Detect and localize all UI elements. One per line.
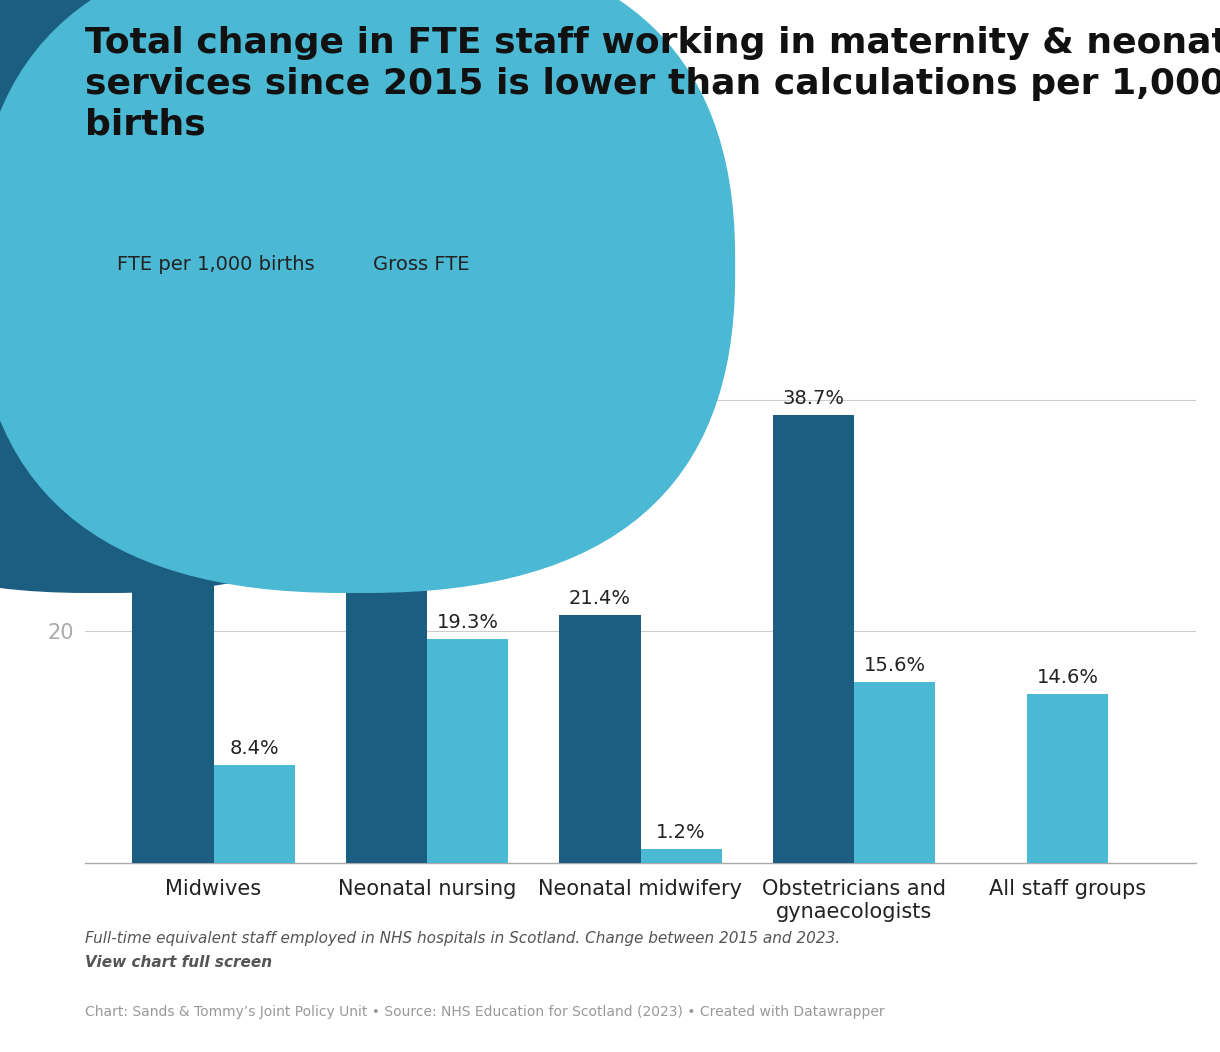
Bar [773, 414, 854, 863]
Text: FTE per 1,000 births: FTE per 1,000 births [117, 255, 315, 274]
Text: Gross FTE: Gross FTE [373, 255, 470, 274]
Text: Full-time equivalent staff employed in NHS hospitals in Scotland. Change between: Full-time equivalent staff employed in N… [85, 931, 841, 946]
Bar [346, 364, 427, 863]
Text: 43.1%: 43.1% [355, 338, 417, 357]
Bar [427, 640, 508, 863]
Bar [640, 849, 722, 863]
Bar [854, 682, 935, 863]
Bar [559, 615, 640, 863]
Text: 30.0%: 30.0% [142, 489, 204, 508]
Bar [132, 515, 214, 863]
Text: 8.4%: 8.4% [229, 740, 279, 758]
Bar [1027, 693, 1108, 863]
Bar [214, 766, 295, 863]
Text: 38.7%: 38.7% [782, 389, 844, 408]
Text: 14.6%: 14.6% [1037, 668, 1098, 687]
Text: View chart full screen: View chart full screen [85, 955, 272, 970]
Text: 15.6%: 15.6% [864, 656, 926, 675]
Text: 19.3%: 19.3% [437, 613, 499, 632]
Text: 21.4%: 21.4% [569, 589, 631, 608]
Text: 1.2%: 1.2% [656, 823, 706, 842]
Text: Chart: Sands & Tommy’s Joint Policy Unit • Source: NHS Education for Scotland (2: Chart: Sands & Tommy’s Joint Policy Unit… [85, 1005, 884, 1018]
Text: Total change in FTE staff working in maternity & neonatal
services since 2015 is: Total change in FTE staff working in mat… [85, 26, 1220, 142]
